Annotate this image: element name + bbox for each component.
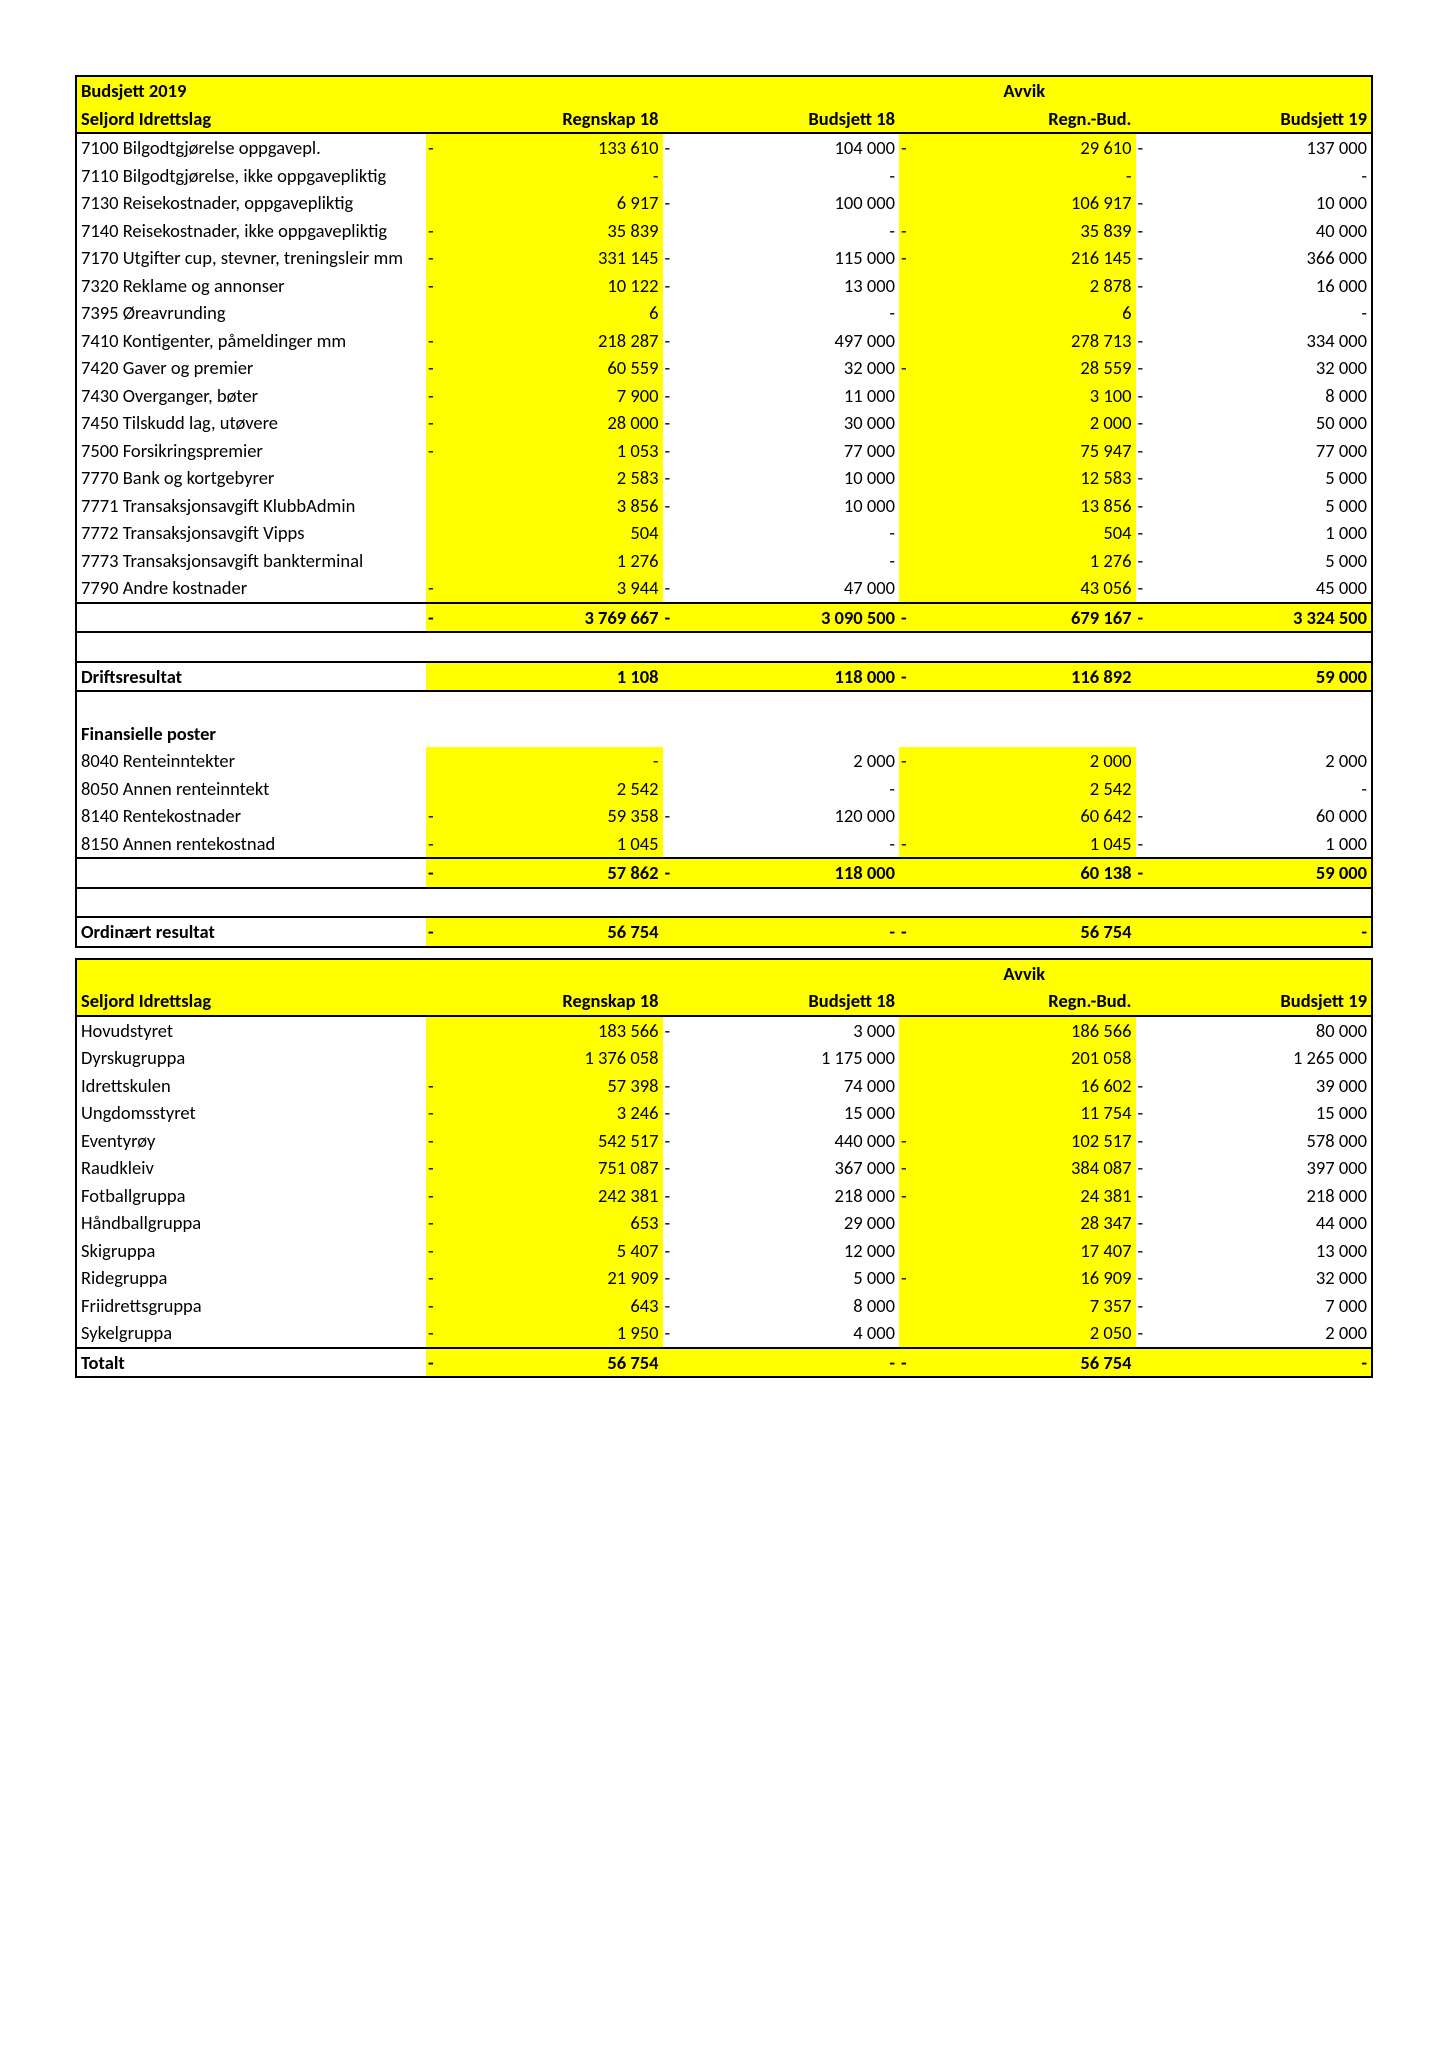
budget-table-2: AvvikSeljord IdrettslagRegnskap 18Budsje… bbox=[75, 958, 1373, 1379]
budget-table-1: Budsjett 2019AvvikSeljord IdrettslagRegn… bbox=[75, 75, 1373, 948]
